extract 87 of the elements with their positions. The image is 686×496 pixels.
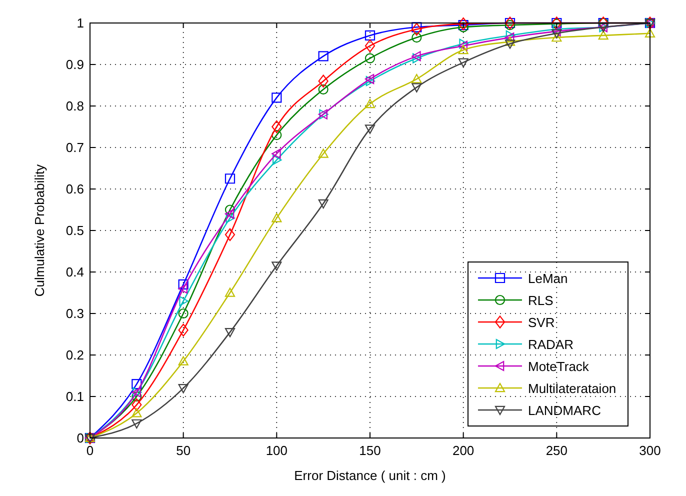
y-tick-label: 0.6 <box>66 182 84 196</box>
point <box>178 284 188 294</box>
point <box>224 288 236 297</box>
point <box>366 76 376 86</box>
x-tick-label: 0 <box>86 443 94 458</box>
point <box>412 74 422 84</box>
point <box>412 22 422 36</box>
point <box>458 40 468 51</box>
point <box>504 20 516 30</box>
point <box>272 213 282 222</box>
y-tick-label: 0.5 <box>66 223 84 238</box>
point <box>224 228 236 242</box>
point <box>272 120 282 134</box>
point <box>504 40 516 49</box>
point <box>318 199 328 209</box>
point <box>272 154 282 165</box>
point <box>364 39 376 52</box>
point <box>412 83 422 92</box>
y-tick-label: 0.4 <box>66 264 84 280</box>
point <box>598 30 608 40</box>
point <box>132 419 142 429</box>
point <box>364 30 376 40</box>
point <box>132 391 142 402</box>
point <box>179 296 188 306</box>
point <box>132 408 142 418</box>
point <box>412 51 421 62</box>
point <box>412 22 422 32</box>
x-tick-label: 100 <box>266 443 288 458</box>
point <box>178 384 188 394</box>
point <box>224 208 234 219</box>
point <box>318 84 328 94</box>
point <box>272 148 281 159</box>
y-tick-label: 0.2 <box>66 348 84 362</box>
x-tick-label: 150 <box>359 443 381 458</box>
point <box>272 262 282 271</box>
point <box>552 32 562 42</box>
y-tick-label: 0 <box>76 430 84 446</box>
legend-label: SVR <box>528 315 555 330</box>
legend-label: RLS <box>528 293 554 308</box>
point <box>364 74 374 84</box>
point <box>412 32 422 43</box>
point <box>132 379 142 390</box>
point <box>644 28 656 38</box>
legend-label: Multilaterataion <box>528 381 616 396</box>
point <box>226 213 236 224</box>
point <box>458 58 468 68</box>
point <box>178 356 188 366</box>
point <box>318 51 328 62</box>
point <box>552 29 562 38</box>
point <box>272 130 282 140</box>
point <box>272 92 282 103</box>
x-tick-label: 50 <box>176 443 191 458</box>
x-axis-title: Error Distance ( unit : cm ) <box>294 468 446 483</box>
x-tick-label: 200 <box>452 443 474 458</box>
y-tick-label: 0.7 <box>66 140 84 155</box>
point <box>364 53 376 64</box>
point <box>364 124 376 134</box>
point <box>412 53 422 64</box>
point <box>458 17 468 30</box>
point <box>552 26 561 36</box>
point <box>552 24 562 34</box>
legend-label: LeMan <box>528 271 568 286</box>
y-axis-title: Culmulative Probability <box>32 164 47 297</box>
x-tick-label: 250 <box>546 443 568 458</box>
point <box>178 279 188 290</box>
point <box>178 308 188 319</box>
point <box>506 30 516 40</box>
y-tick-label: 0.8 <box>66 98 84 114</box>
point <box>459 38 468 49</box>
legend-label: MoteTrack <box>528 359 590 374</box>
y-tick-label: 0.3 <box>66 306 84 321</box>
point <box>318 148 328 158</box>
point <box>224 328 236 338</box>
y-tick-label: 0.1 <box>66 389 84 404</box>
x-tick-label: 300 <box>639 443 661 458</box>
point <box>364 98 376 108</box>
point <box>132 398 142 412</box>
point <box>318 74 328 88</box>
point <box>224 174 236 184</box>
y-tick-label: 1 <box>76 16 84 30</box>
point <box>224 204 236 215</box>
y-tick-label: 0.9 <box>66 57 84 72</box>
point <box>178 324 188 336</box>
legend-label: RADAR <box>528 337 574 352</box>
legend-label: LANDMARC <box>528 403 601 418</box>
point <box>458 44 468 54</box>
point <box>504 36 516 46</box>
